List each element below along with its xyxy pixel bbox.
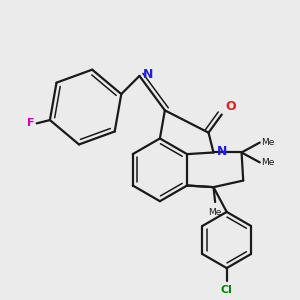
Text: F: F [27,118,34,128]
Text: N: N [217,145,227,158]
Text: Me: Me [208,208,222,217]
Text: N: N [143,68,153,81]
Text: Me: Me [261,138,275,147]
Text: Me: Me [261,158,275,167]
Text: Cl: Cl [221,285,232,295]
Text: O: O [225,100,236,113]
